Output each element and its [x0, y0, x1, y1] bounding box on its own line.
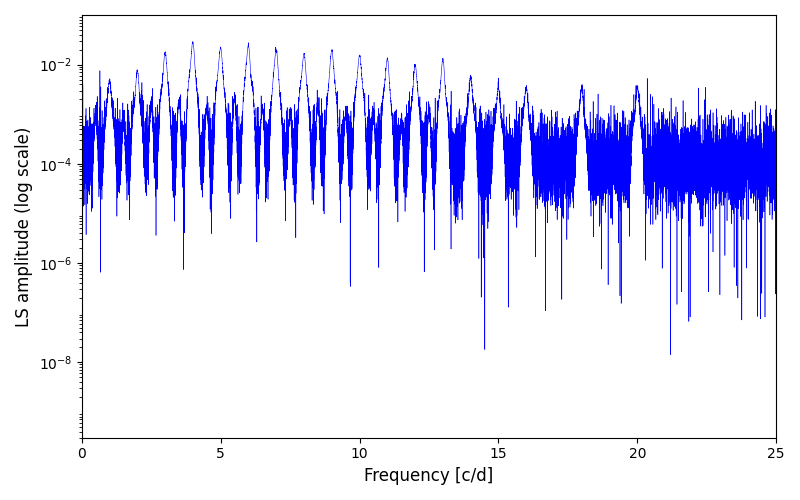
X-axis label: Frequency [c/d]: Frequency [c/d] — [364, 467, 494, 485]
Y-axis label: LS amplitude (log scale): LS amplitude (log scale) — [15, 126, 33, 326]
